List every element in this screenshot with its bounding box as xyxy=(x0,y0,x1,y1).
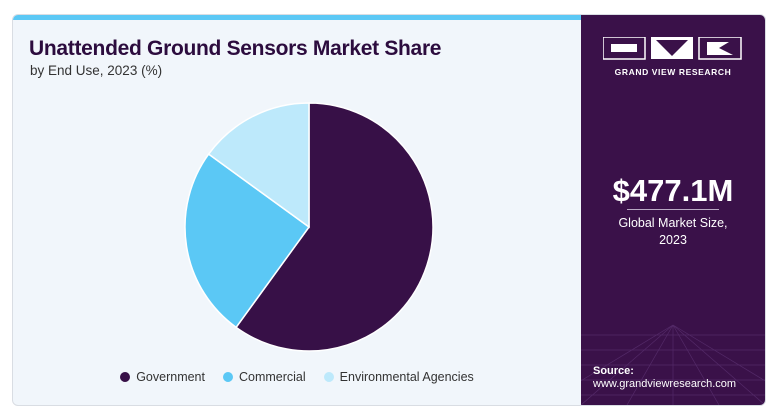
chart-card: Unattended Ground Sensors Market Share b… xyxy=(12,14,766,406)
legend-dot-icon xyxy=(222,372,233,382)
chart-legend: Government Commercial Environmental Agenci… xyxy=(13,370,581,384)
legend-label: Environmental Agencies xyxy=(339,370,474,384)
divider xyxy=(627,209,719,210)
pie-slice-environmental-agencies xyxy=(207,102,310,229)
pie-slice-government xyxy=(235,102,434,352)
legend-dot-icon xyxy=(323,372,334,382)
accent-bar xyxy=(13,15,581,20)
market-size-value: $477.1M xyxy=(612,173,734,208)
pie-slice-commercial xyxy=(184,153,311,329)
market-size-label-line1: Global Market Size, xyxy=(618,216,728,230)
market-size-label-line2: 2023 xyxy=(659,233,687,247)
info-sidebar: GRAND VIEW RESEARCH $477.1M Global Marke… xyxy=(581,15,765,405)
pie-chart xyxy=(184,102,434,352)
legend-label: Government xyxy=(136,370,205,384)
brand-name: GRAND VIEW RESEARCH xyxy=(614,67,732,77)
chart-subtitle: by End Use, 2023 (%) xyxy=(30,63,163,78)
legend-item-commercial: Commercial xyxy=(222,370,306,384)
legend-label: Commercial xyxy=(238,370,306,384)
legend-dot-icon xyxy=(120,372,131,382)
grand-view-research-logo xyxy=(603,37,742,60)
source-url[interactable]: www.grandviewresearch.com xyxy=(593,378,737,390)
chart-title: Unattended Ground Sensors Market Share xyxy=(29,37,442,60)
grid-decoration xyxy=(581,324,765,405)
source-label: Source: xyxy=(593,365,634,377)
legend-item-environmental-agencies: Environmental Agencies xyxy=(323,370,474,384)
legend-item-government: Government xyxy=(120,370,205,384)
chart-panel: Unattended Ground Sensors Market Share b… xyxy=(13,15,581,405)
market-size-label: Global Market Size, 2023 xyxy=(581,215,765,249)
